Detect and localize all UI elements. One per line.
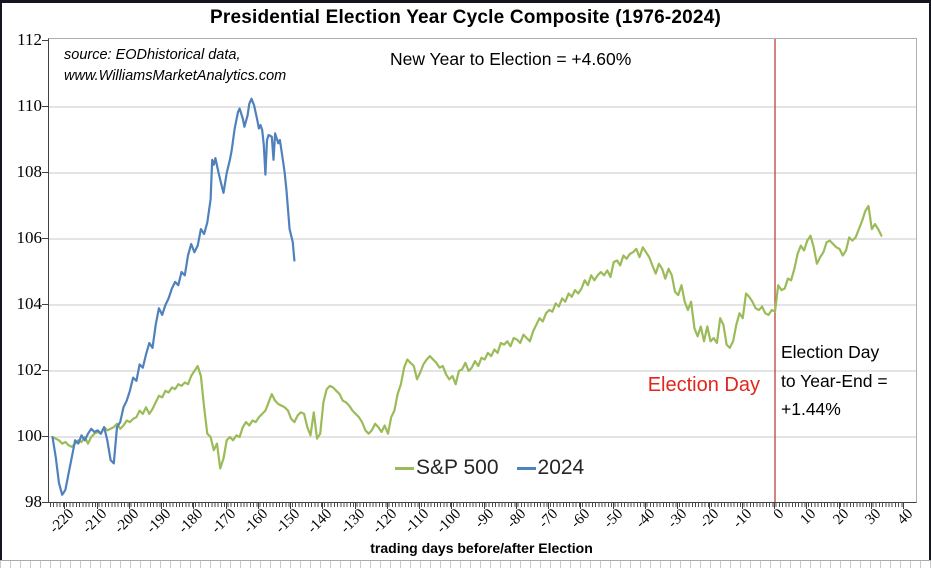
- x-tick-mark: [806, 502, 808, 509]
- annotation-election-to-yearend-line1: Election Day: [781, 342, 880, 362]
- x-tick-mark: [64, 502, 66, 509]
- x-tick-mark: [903, 502, 905, 509]
- x-tick-mark: [419, 502, 421, 509]
- plot-area: [48, 38, 917, 503]
- left-border: [0, 0, 2, 560]
- y-tick-label: 102: [16, 360, 43, 379]
- y-tick-label: 98: [25, 492, 42, 511]
- x-tick-mark: [483, 502, 485, 509]
- source-note-line2: www.WilliamsMarketAnalytics.com: [64, 68, 287, 84]
- x-tick-mark: [580, 502, 582, 509]
- y-tick-label: 104: [16, 294, 43, 313]
- x-tick-mark: [451, 502, 453, 509]
- y-tick-label: 108: [16, 162, 43, 181]
- legend-item-s-p-500: S&P 500: [395, 456, 499, 480]
- series-line-s-p-500: [51, 204, 883, 470]
- y-tick-mark: [42, 106, 48, 107]
- x-tick-mark: [741, 502, 743, 509]
- annotation-election-to-yearend-line3: +1.44%: [781, 399, 841, 419]
- x-tick-mark: [290, 502, 292, 509]
- x-tick-mark: [354, 502, 356, 509]
- source-note-line1: source: EODhistorical data,: [64, 47, 241, 63]
- legend-label: S&P 500: [416, 456, 499, 479]
- annotation-election-to-yearend-line2: to Year-End =: [781, 370, 888, 391]
- annotation-election-to-yearend: Election Day to Year-End = +1.44%: [781, 338, 888, 424]
- y-tick-mark: [42, 502, 48, 503]
- x-axis-minor-ticks: [50, 502, 903, 507]
- y-tick-mark: [42, 238, 48, 239]
- x-tick-mark: [257, 502, 259, 509]
- y-tick-label: 100: [16, 426, 43, 445]
- x-tick-mark: [870, 502, 872, 509]
- legend: S&P 500 2024: [395, 456, 584, 480]
- x-tick-mark: [128, 502, 130, 509]
- legend-line-swatch: [516, 466, 536, 470]
- legend-label: 2024: [537, 456, 585, 479]
- x-tick-mark: [386, 502, 388, 509]
- y-tick-mark: [42, 304, 48, 305]
- y-tick-mark: [42, 172, 48, 173]
- x-tick-mark: [515, 502, 517, 509]
- x-tick-mark: [838, 502, 840, 509]
- legend-line-swatch: [395, 466, 414, 470]
- y-tick-mark: [42, 40, 48, 41]
- x-tick-mark: [677, 502, 679, 509]
- bottom-strip: [0, 560, 931, 572]
- right-border: [929, 0, 931, 560]
- x-tick-mark: [225, 502, 227, 509]
- y-tick-mark: [42, 370, 48, 371]
- series-line-2024: [51, 97, 296, 496]
- x-axis-title: trading days before/after Election: [370, 540, 593, 556]
- y-tick-label: 110: [17, 96, 42, 115]
- source-note: source: EODhistorical data, www.Williams…: [64, 45, 286, 87]
- x-tick-mark: [709, 502, 711, 509]
- y-tick-mark: [42, 436, 48, 437]
- legend-item-2024: 2024: [516, 456, 585, 480]
- annotation-new-year-to-election: New Year to Election = +4.60%: [390, 49, 632, 69]
- annotation-election-day: Election Day: [647, 374, 760, 396]
- plot-svg: [49, 39, 916, 502]
- chart-title: Presidential Election Year Cycle Composi…: [209, 7, 721, 28]
- x-tick-mark: [548, 502, 550, 509]
- y-tick-label: 112: [17, 30, 42, 49]
- x-tick-mark: [96, 502, 98, 509]
- x-tick-mark: [161, 502, 163, 509]
- x-tick-mark: [322, 502, 324, 509]
- y-tick-label: 106: [16, 228, 43, 247]
- top-border: [0, 0, 931, 3]
- x-tick-mark: [644, 502, 646, 509]
- x-tick-mark: [774, 502, 775, 509]
- x-tick-mark: [193, 502, 195, 509]
- x-tick-mark: [612, 502, 614, 509]
